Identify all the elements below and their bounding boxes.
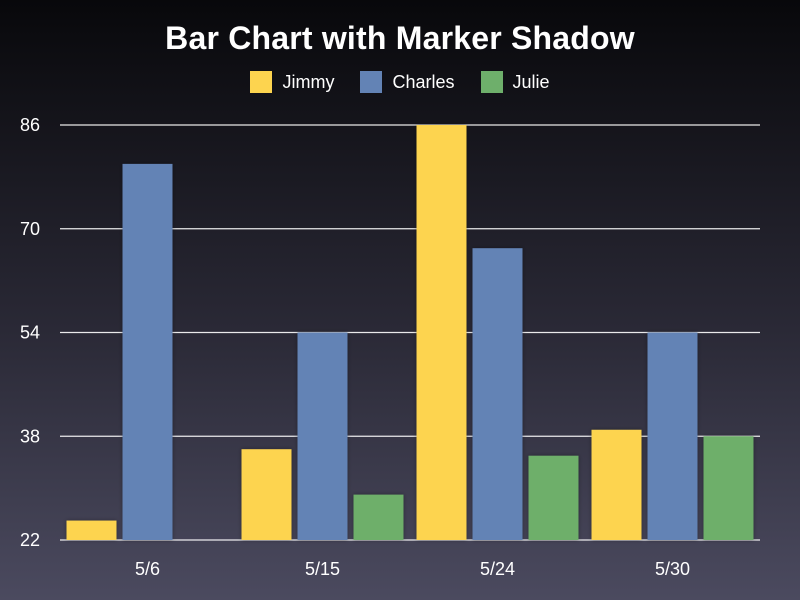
bar-jimmy-5-15[interactable] [241, 449, 292, 540]
legend-label-jimmy: Jimmy [282, 72, 335, 92]
y-tick-label: 38 [20, 426, 40, 446]
legend-swatch-charles [360, 71, 383, 93]
bar-julie-5-15[interactable] [353, 494, 404, 540]
bar-julie-5-30[interactable] [703, 436, 754, 540]
y-tick-label: 54 [20, 323, 40, 343]
x-tick-label: 5/30 [655, 559, 690, 579]
legend-item-jimmy[interactable]: Jimmy [250, 70, 334, 94]
bar-charles-5-30[interactable] [647, 332, 698, 541]
legend-label-charles: Charles [392, 72, 455, 92]
bar-julie-5-24[interactable] [528, 455, 579, 540]
bar-charles-5-6[interactable] [122, 163, 173, 540]
legend: Jimmy Charles Julie [0, 70, 800, 94]
legend-swatch-julie [480, 71, 503, 93]
bar-charles-5-15[interactable] [297, 332, 348, 541]
bar-jimmy-5-30[interactable] [591, 429, 642, 540]
bar-charles-5-24[interactable] [472, 248, 523, 540]
y-tick-label: 70 [20, 219, 40, 239]
chart-title: Bar Chart with Marker Shadow [165, 20, 635, 56]
y-tick-label: 86 [20, 115, 40, 135]
legend-swatch-jimmy [250, 71, 273, 93]
x-tick-label: 5/24 [480, 559, 515, 579]
legend-label-julie: Julie [512, 72, 550, 92]
legend-item-julie[interactable]: Julie [480, 70, 550, 94]
y-tick-label: 22 [20, 530, 40, 550]
x-tick-label: 5/15 [305, 559, 340, 579]
bar-jimmy-5-24[interactable] [416, 125, 467, 540]
bar-jimmy-5-6[interactable] [66, 520, 117, 540]
legend-item-charles[interactable]: Charles [360, 70, 455, 94]
x-tick-label: 5/6 [135, 559, 160, 579]
